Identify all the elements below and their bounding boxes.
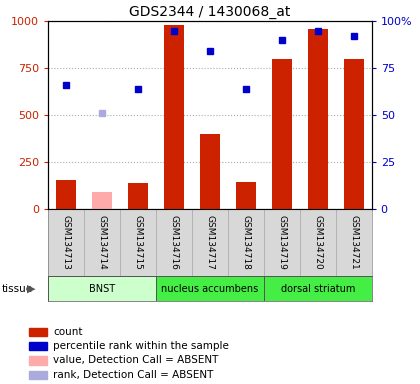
- Bar: [264, 276, 372, 301]
- Text: GSM134718: GSM134718: [241, 215, 250, 270]
- Text: BNST: BNST: [89, 284, 115, 294]
- Text: GSM134716: GSM134716: [170, 215, 178, 270]
- Bar: [29, 356, 47, 364]
- Bar: [300, 209, 336, 276]
- Bar: [192, 209, 228, 276]
- Text: nucleus accumbens: nucleus accumbens: [161, 284, 259, 294]
- Text: GSM134715: GSM134715: [134, 215, 143, 270]
- Text: GSM134720: GSM134720: [313, 215, 322, 270]
- Text: GSM134721: GSM134721: [349, 215, 358, 270]
- Bar: [120, 209, 156, 276]
- Bar: [336, 209, 372, 276]
- Bar: [344, 59, 364, 209]
- Bar: [236, 182, 256, 209]
- Text: GSM134717: GSM134717: [205, 215, 215, 270]
- Text: value, Detection Call = ABSENT: value, Detection Call = ABSENT: [53, 356, 218, 366]
- Text: ▶: ▶: [27, 284, 36, 294]
- Text: GSM134714: GSM134714: [98, 215, 107, 270]
- Text: percentile rank within the sample: percentile rank within the sample: [53, 341, 229, 351]
- Text: dorsal striatum: dorsal striatum: [281, 284, 355, 294]
- Bar: [29, 342, 47, 350]
- Bar: [128, 183, 148, 209]
- Bar: [156, 276, 264, 301]
- Text: tissue: tissue: [2, 284, 33, 294]
- Bar: [29, 371, 47, 379]
- Bar: [272, 59, 292, 209]
- Bar: [156, 209, 192, 276]
- Bar: [48, 276, 156, 301]
- Bar: [92, 192, 112, 209]
- Bar: [29, 328, 47, 336]
- Bar: [200, 134, 220, 209]
- Text: rank, Detection Call = ABSENT: rank, Detection Call = ABSENT: [53, 370, 213, 380]
- Bar: [84, 209, 120, 276]
- Bar: [264, 209, 300, 276]
- Text: GSM134713: GSM134713: [62, 215, 71, 270]
- Text: GSM134719: GSM134719: [277, 215, 286, 270]
- Text: count: count: [53, 327, 83, 337]
- Bar: [48, 209, 84, 276]
- Bar: [308, 29, 328, 209]
- Bar: [56, 180, 76, 209]
- Title: GDS2344 / 1430068_at: GDS2344 / 1430068_at: [129, 5, 291, 19]
- Bar: [164, 25, 184, 209]
- Bar: [228, 209, 264, 276]
